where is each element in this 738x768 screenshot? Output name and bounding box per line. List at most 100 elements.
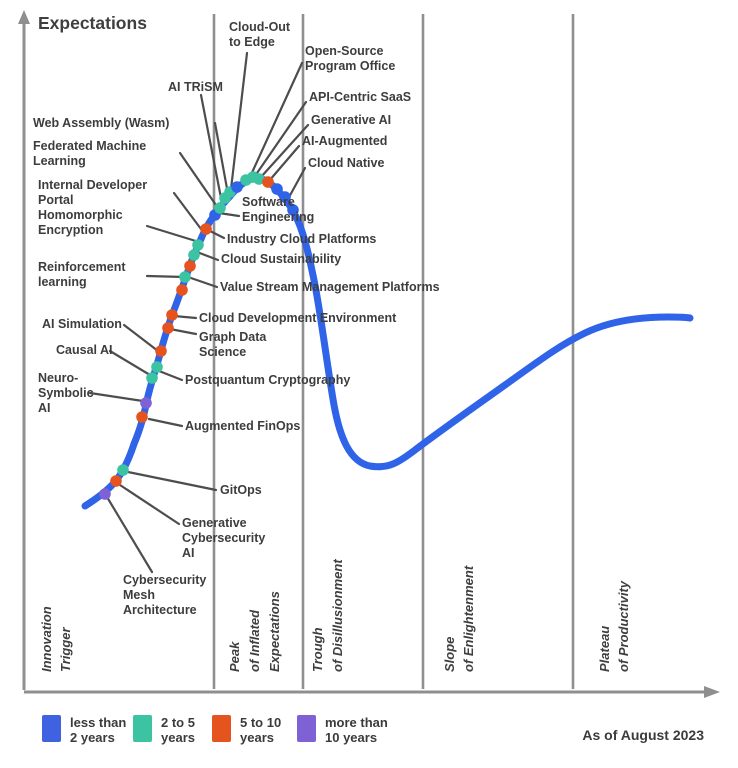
leader-line-generative-cybersecurity-ai [118,483,181,526]
dot-gt10 [99,488,111,500]
leader-line-gitops [126,470,218,492]
leader-line-ai-trism [199,93,224,205]
dot-5to10 [162,322,174,334]
leader-line-homomorphic-encryption [145,224,201,244]
phase-label: Expectations [267,591,282,672]
dot-lt2 [231,181,243,193]
leader-line-cloud-native [286,166,307,201]
phase-labels: Innovation Trigger Peak of Inflated Expectat… [39,559,631,672]
tech-label-value-stream-mgmt: Value Stream Management Platforms [220,280,440,294]
tech-label-internal-developer-portal: Internal Developer Portal [38,178,147,207]
as-of-date: As of August 2023 [582,727,704,743]
phase-label: Peak [227,641,242,672]
dot-2to5 [253,173,265,185]
axes [18,10,720,698]
dot-5to10 [200,223,212,235]
dot-5to10 [136,411,148,423]
dot-5to10 [155,345,167,357]
tech-label-reinforcement-learning: Reinforcement learning [38,260,126,289]
dot-2to5 [146,372,158,384]
tech-label-cybersecurity-mesh-architecture: Cybersecurity Mesh Architecture [123,573,206,617]
technology-labels: Cloud-Out to Edge Open-Source Program Offic… [33,20,440,617]
tech-label-ai-simulation: AI Simulation [42,317,122,331]
phase-label: of Inflated [247,609,262,672]
leader-line-causal-ai [108,349,152,377]
phase-label: Innovation [39,606,54,672]
leader-line-generative-ai [259,123,310,179]
legend-swatch-lt2 [42,715,61,742]
dot-lt2 [287,204,299,216]
dot-2to5 [188,249,200,261]
leader-line-ai-simulation [122,323,160,353]
legend-swatch-2to5 [133,715,152,742]
tech-label-open-source-program-office: Open-Source Program Office [305,44,395,73]
legend: less than 2 years 2 to 5 years 5 to 10 years m… [42,715,388,745]
leader-line-federated-machine-learning [178,151,220,210]
dot-5to10 [184,260,196,272]
tech-label-gitops: GitOps [220,483,262,497]
tech-label-federated-machine-learning: Federated Machine Learning [33,139,146,168]
phase-gridlines [212,14,575,689]
dot-5to10 [262,176,274,188]
phase-label: of Productivity [616,580,631,672]
legend-swatch-gt10 [297,715,316,742]
dot-2to5 [192,239,204,251]
phase-label: of Disillusionment [330,559,345,672]
phase-label: Trigger [58,627,73,672]
tech-label-postquantum-cryptography: Postquantum Cryptography [185,373,350,387]
hype-curve [81,174,694,510]
leader-line-cybersecurity-mesh-architecture [105,495,154,574]
leader-line-reinforcement-learning [145,274,187,279]
tech-label-software-engineering: Software Engineering [242,195,314,224]
leader-line-value-stream-mgmt [186,275,219,289]
tech-label-ai-augmented: AI-Augmented [302,134,387,148]
tech-label-cloud-dev-environment: Cloud Development Environment [199,311,397,325]
legend-label-5to10: 5 to 10 years [240,715,281,745]
dot-2to5 [151,361,163,373]
dot-2to5 [179,271,191,283]
dot-lt2 [279,191,291,203]
y-axis-arrowhead [18,10,30,24]
y-axis-title: Expectations [38,13,147,33]
leader-line-augmented-finops [147,417,184,428]
dot-gt10 [140,397,152,409]
leader-line-software-engineering [217,211,241,218]
leader-lines [88,51,310,574]
tech-label-generative-cybersecurity-ai: Generative Cybersecurity AI [182,516,265,560]
tech-label-augmented-finops: Augmented FinOps [185,419,300,433]
leader-line-web-assembly [213,121,230,196]
leader-line-internal-developer-portal [172,191,206,235]
tech-label-api-centric-saas: API-Centric SaaS [309,90,411,104]
tech-label-ai-trism: AI TRiSM [168,80,223,94]
tech-label-graph-data-science: Graph Data Science [199,330,267,359]
dot-2to5 [214,202,226,214]
tech-label-cloud-native: Cloud Native [308,156,384,170]
leader-line-cloud-dev-environment [172,314,198,320]
tech-label-cloud-out-to-edge: Cloud-Out to Edge [229,20,291,49]
dot-2to5 [117,464,129,476]
tech-label-causal-ai: Causal AI [56,343,113,357]
phase-label: Slope [442,637,457,672]
leader-line-neuro-symbolic-ai [88,391,145,403]
technology-dots [99,171,299,500]
legend-swatch-5to10 [212,715,231,742]
tech-label-homomorphic-encryption: Homomorphic Encryption [38,208,123,237]
phase-label: Plateau [597,626,612,672]
tech-label-web-assembly: Web Assembly (Wasm) [33,116,169,130]
x-axis-arrowhead [704,686,720,698]
phase-label: Trough [310,627,325,672]
tech-label-industry-cloud-platforms: Industry Cloud Platforms [227,232,376,246]
dot-5to10 [176,284,188,296]
legend-label-gt10: more than 10 years [325,715,388,745]
dot-lt2 [271,183,283,195]
leader-line-graph-data-science [168,327,198,336]
dot-5to10 [110,475,122,487]
leader-line-postquantum-cryptography [157,369,184,382]
phase-label: of Enlightenment [461,565,476,672]
leader-line-open-source-program-office [248,61,304,179]
tech-label-neuro-symbolic-ai: Neuro-Symbolic AI [38,371,94,415]
legend-label-2to5: 2 to 5 years [161,715,195,745]
leader-line-ai-augmented [267,144,301,183]
